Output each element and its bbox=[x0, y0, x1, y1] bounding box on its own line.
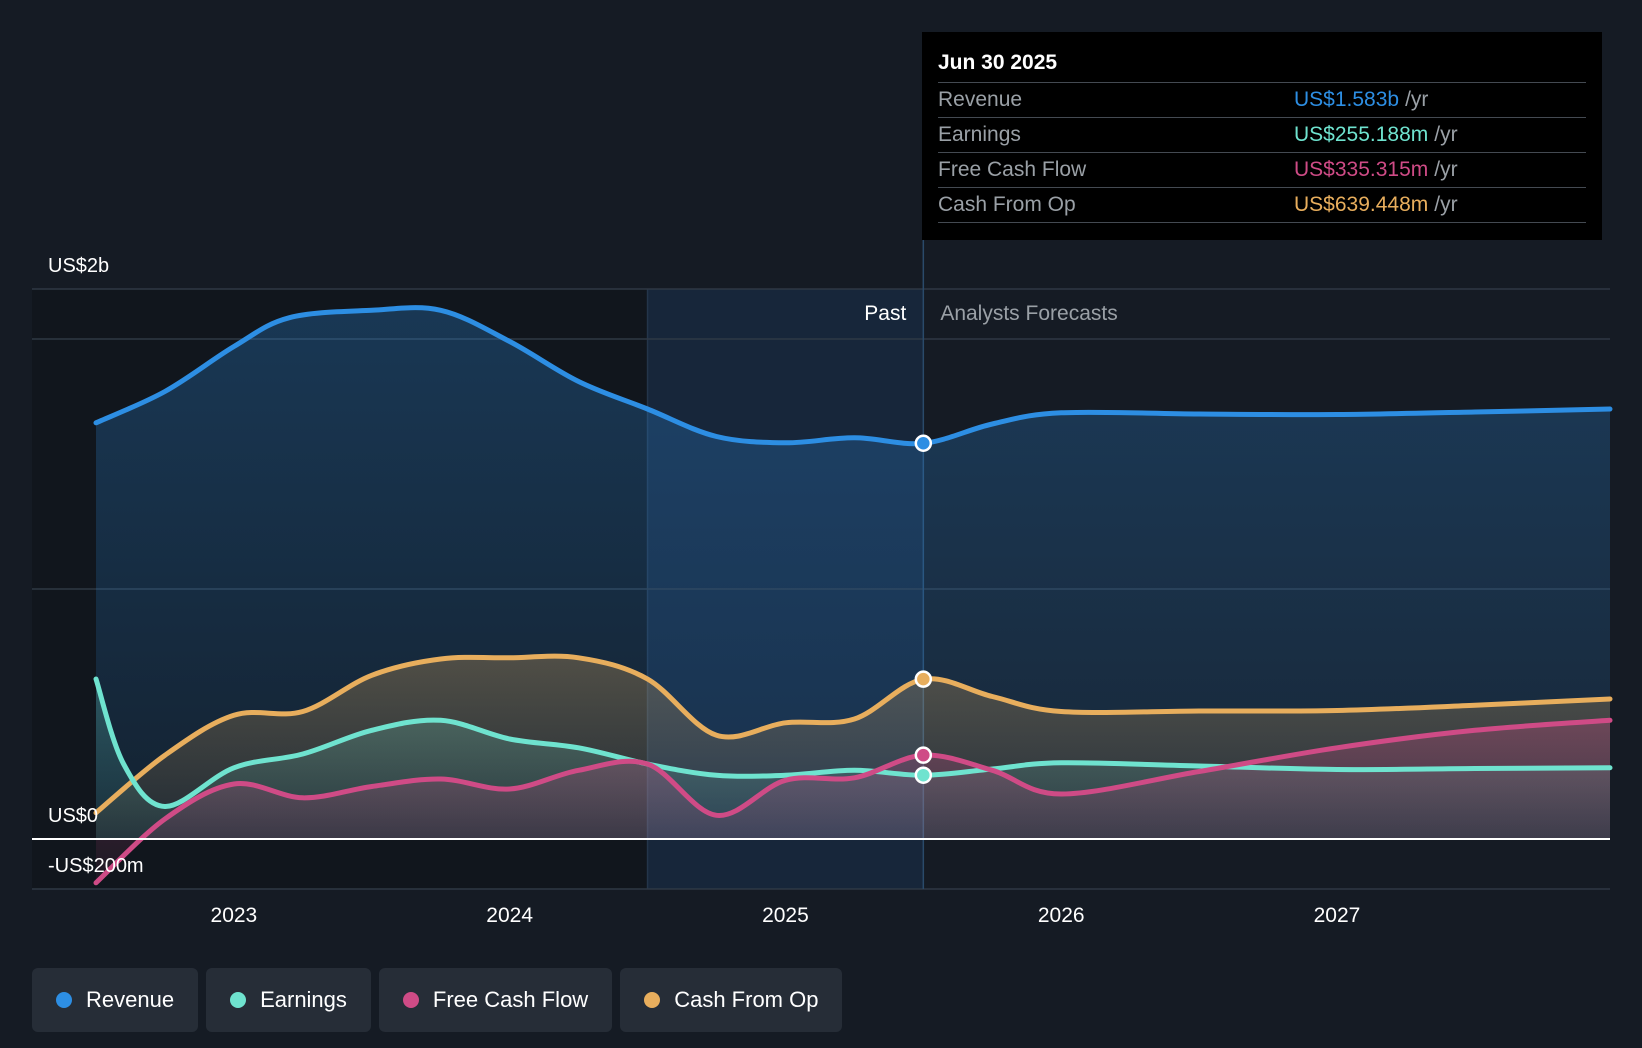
line-revenue bbox=[93, 305, 1613, 447]
legend-dot-icon bbox=[56, 992, 72, 1008]
line-earnings bbox=[93, 676, 1613, 810]
x-tick-label: 2027 bbox=[1314, 904, 1361, 927]
tooltip-unit: /yr bbox=[1405, 88, 1429, 111]
y-axis-label: US$0 bbox=[48, 805, 98, 827]
legend-label: Cash From Op bbox=[674, 987, 819, 1012]
legend-dot-icon bbox=[402, 992, 419, 1008]
highlight-point-earnings bbox=[914, 766, 933, 784]
legend-item-revenue[interactable]: Revenue bbox=[32, 968, 199, 1032]
x-tick-label: 2025 bbox=[762, 904, 809, 927]
legend-item-earnings[interactable]: Earnings bbox=[206, 968, 371, 1032]
tooltip-row-earnings: Earnings US$255.188m/yr bbox=[938, 118, 1586, 153]
tooltip-panel: Jun 30 2025 Revenue US$1.583b/yr Earning… bbox=[922, 32, 1602, 240]
highlight-point-fcf bbox=[914, 746, 933, 764]
tooltip-label: Earnings bbox=[938, 123, 1021, 146]
legend-dot-icon bbox=[230, 992, 247, 1008]
legend-dot-icon bbox=[644, 992, 661, 1008]
tooltip-row-fcf: Free Cash Flow US$335.315m/yr bbox=[938, 153, 1586, 188]
tooltip-value: US$639.448m bbox=[1294, 193, 1429, 216]
tooltip-date: Jun 30 2025 bbox=[938, 46, 1586, 83]
highlight-point-revenue bbox=[914, 434, 933, 452]
tooltip-row-cfo: Cash From Op US$639.448m/yr bbox=[938, 188, 1586, 223]
tooltip-value: US$1.583b bbox=[1294, 88, 1400, 111]
tooltip-unit: /yr bbox=[1434, 123, 1458, 146]
line-cfo bbox=[93, 653, 1613, 816]
legend-label: Earnings bbox=[260, 987, 347, 1012]
legend-label: Free Cash Flow bbox=[432, 987, 589, 1012]
tooltip-label: Cash From Op bbox=[938, 193, 1076, 216]
legend-label: Revenue bbox=[86, 987, 175, 1012]
y-axis-label: US$2b bbox=[48, 255, 109, 277]
line-fcf bbox=[93, 717, 1613, 886]
x-tick-label: 2024 bbox=[486, 904, 533, 927]
x-tick-label: 2023 bbox=[211, 904, 258, 927]
forecast-label: Analysts Forecasts bbox=[940, 302, 1117, 325]
area-fcf bbox=[96, 720, 1610, 883]
legend: Revenue Earnings Free Cash Flow Cash Fro… bbox=[32, 968, 843, 1032]
tooltip-value: US$335.315m bbox=[1294, 158, 1429, 181]
tooltip-unit: /yr bbox=[1434, 193, 1458, 216]
legend-item-fcf[interactable]: Free Cash Flow bbox=[378, 968, 613, 1032]
tooltip-label: Revenue bbox=[938, 88, 1023, 111]
legend-item-cfo[interactable]: Cash From Op bbox=[620, 968, 843, 1032]
tooltip-value: US$255.188m bbox=[1294, 123, 1429, 146]
x-tick-label: 2026 bbox=[1038, 904, 1085, 927]
tooltip-label: Free Cash Flow bbox=[938, 158, 1087, 181]
tooltip-unit: /yr bbox=[1434, 158, 1458, 181]
y-axis-label: -US$200m bbox=[48, 855, 144, 877]
highlight-point-cfo bbox=[914, 670, 933, 688]
past-label: Past bbox=[864, 302, 906, 325]
tooltip-row-revenue: Revenue US$1.583b/yr bbox=[938, 83, 1586, 118]
